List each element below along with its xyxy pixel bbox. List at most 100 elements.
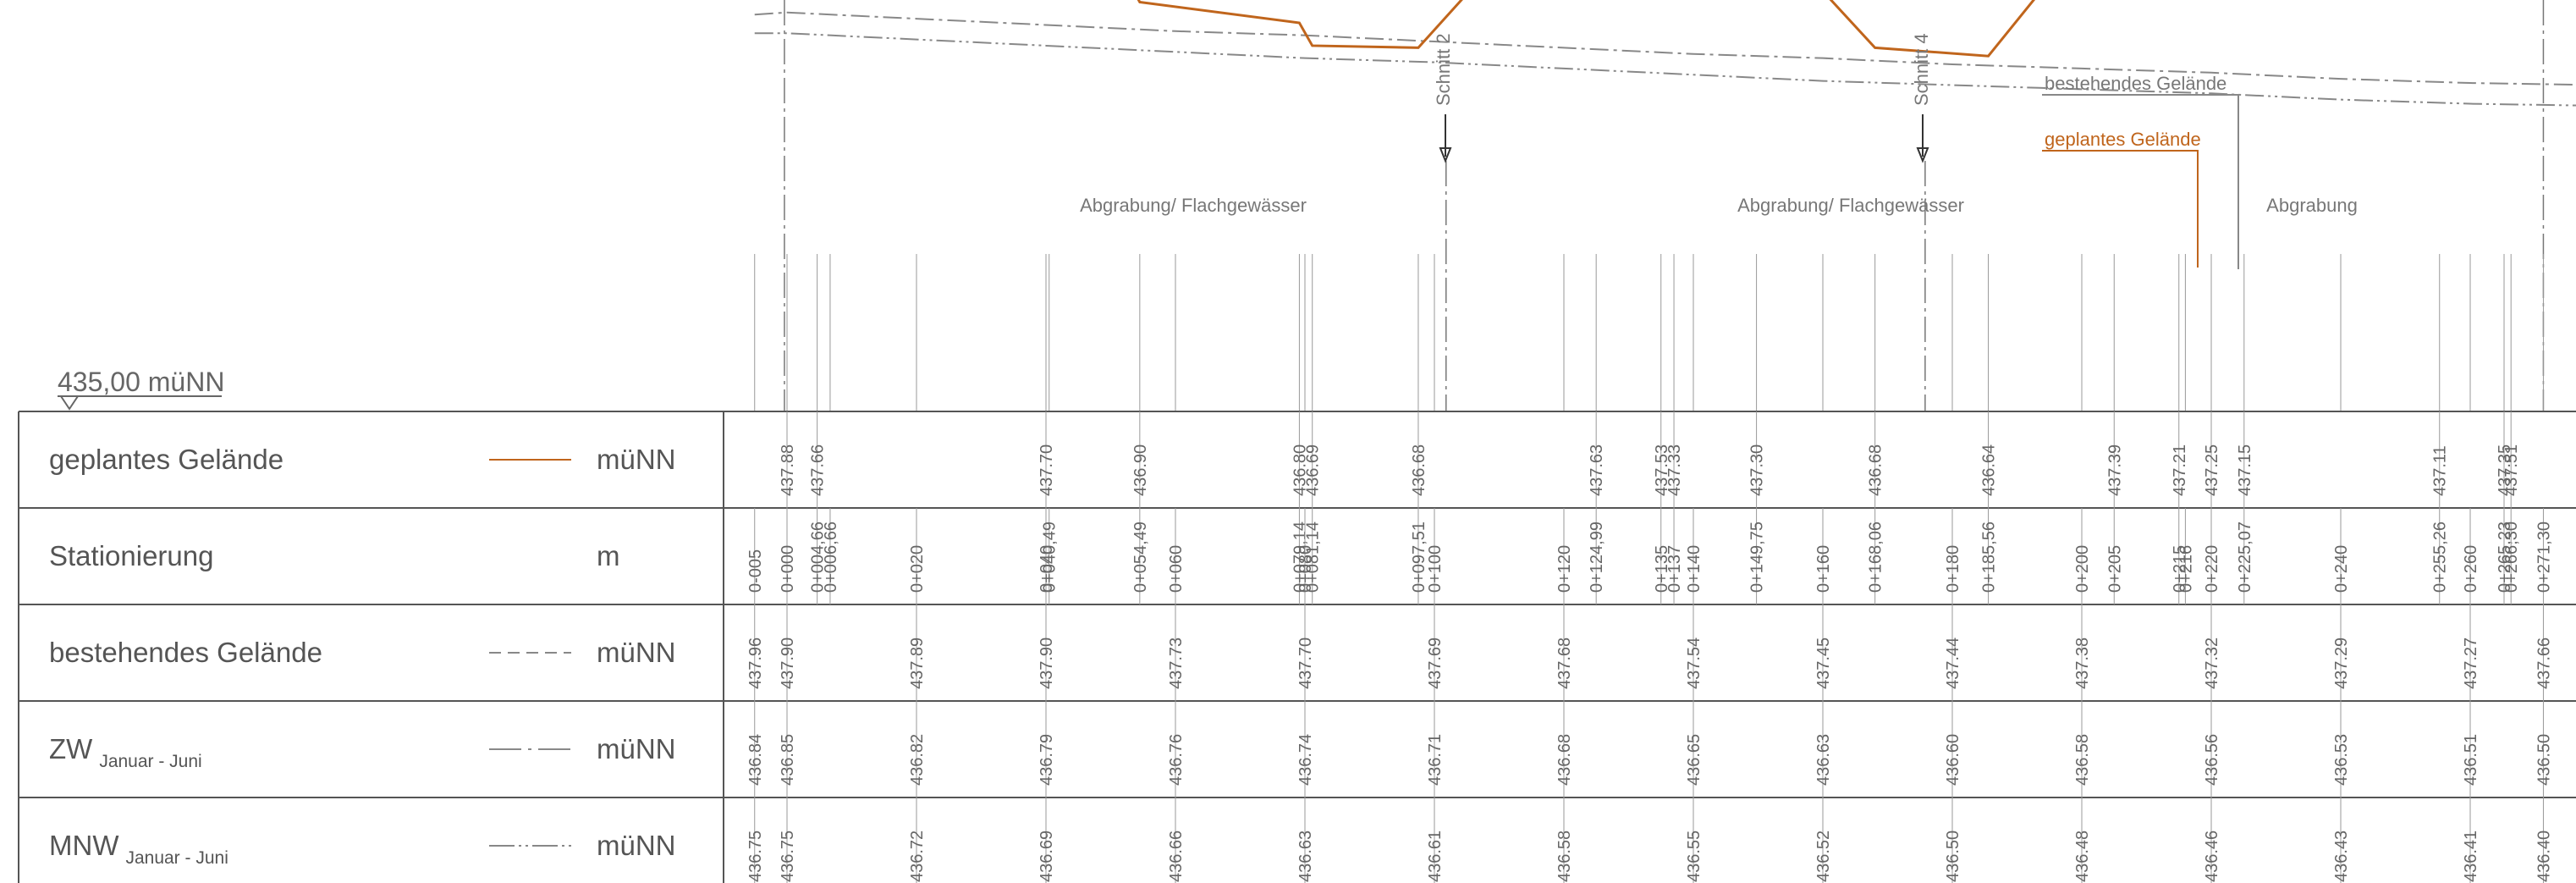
- station-value: 0+168,06: [1867, 522, 1885, 593]
- zw-value: 436.68: [1555, 734, 1574, 786]
- zw-value: 436.76: [1167, 734, 1186, 786]
- station-value: 0+000: [779, 545, 797, 593]
- mnw-value: 436.66: [1167, 831, 1186, 882]
- section-arrow-icon: [1439, 147, 1452, 163]
- section-marker-2: Schnitt 2: [1433, 33, 1454, 163]
- station-value: 0+160: [1814, 545, 1833, 593]
- station-value: 0+140: [1685, 545, 1704, 593]
- station-value: 0+149,75: [1748, 522, 1767, 593]
- existing-value: 437.89: [908, 637, 927, 689]
- zw-value: 436.84: [746, 734, 765, 786]
- station-value: 0+240: [2332, 545, 2351, 593]
- existing-value: 437.68: [1555, 637, 1574, 689]
- station-value: 0+040: [1038, 545, 1056, 593]
- planned-value: 436.64: [1980, 444, 1999, 496]
- existing-value: 437.73: [1167, 637, 1186, 689]
- station-value: 0+135: [1653, 545, 1671, 593]
- station-value: 0+081,14: [1304, 522, 1323, 593]
- station-value: 0+137: [1665, 545, 1684, 593]
- station-value: 0+255,26: [2431, 522, 2450, 593]
- section-4-label: Schnitt 4: [1911, 33, 1932, 106]
- mnw-value: 436.63: [1296, 831, 1315, 882]
- existing-value: 437.69: [1426, 637, 1445, 689]
- legend-existing: bestehendes Gelände: [2042, 73, 2239, 269]
- planned-value: 437.63: [1588, 444, 1606, 496]
- planned-value: 437.35: [2496, 444, 2514, 496]
- planned-value: 437.39: [2105, 444, 2124, 496]
- station-value: 0+265,23: [2496, 522, 2514, 593]
- planned-value: 437.30: [1748, 444, 1767, 496]
- planned-value: 437.33: [1665, 444, 1684, 496]
- planned-value: 436.69: [1304, 444, 1323, 496]
- row-label-bestehend: bestehendes Gelände: [49, 637, 322, 668]
- legend-existing-label: bestehendes Gelände: [2045, 73, 2226, 94]
- station-value: 0+040,49: [1041, 522, 1060, 593]
- region-label-3: Abgrabung: [2266, 195, 2358, 216]
- mnw-water-level-line: [754, 32, 2576, 107]
- row-unit-bestehend: müNN: [597, 637, 676, 668]
- existing-value: 437.54: [1685, 637, 1704, 689]
- station-value: 0+080: [1296, 545, 1315, 593]
- row-unit-zw: müNN: [597, 733, 676, 764]
- station-value: 0+200: [2073, 545, 2092, 593]
- zw-water-level-line: [754, 11, 2576, 86]
- existing-value: 437.27: [2462, 637, 2480, 689]
- planned-value: 437.21: [2171, 444, 2189, 496]
- existing-value: 437.66: [2535, 637, 2553, 689]
- mnw-value: 436.52: [1814, 831, 1833, 882]
- row-label-zw: ZW Januar - Juni: [49, 733, 202, 771]
- section-2-label: Schnitt 2: [1433, 33, 1454, 106]
- existing-value: 437.44: [1944, 637, 1962, 689]
- row-unit-mnw: müNN: [597, 830, 676, 861]
- zw-value: 436.50: [2535, 734, 2553, 786]
- mnw-value: 436.48: [2073, 831, 2092, 882]
- zw-value: 436.56: [2203, 734, 2221, 786]
- zw-value: 436.74: [1296, 734, 1315, 786]
- mnw-value: 436.43: [2332, 831, 2351, 882]
- station-value: 0+271,30: [2535, 522, 2553, 593]
- zw-value: 436.58: [2073, 734, 2092, 786]
- station-value: 0+120: [1555, 545, 1574, 593]
- row-sublabel-zw: Januar - Juni: [99, 752, 201, 771]
- station-value: 0+205: [2105, 545, 2124, 593]
- station-value: 0+020: [908, 545, 927, 593]
- planned-value: 436.68: [1410, 444, 1428, 496]
- region-label-2: Abgrabung/ Flachgewässer: [1737, 195, 1964, 216]
- mnw-value: 436.46: [2203, 831, 2221, 882]
- station-value: 0+266,30: [2502, 522, 2521, 593]
- existing-value: 437.90: [779, 637, 797, 689]
- mnw-value: 436.55: [1685, 831, 1704, 882]
- mnw-value: 436.72: [908, 831, 927, 882]
- existing-value: 437.70: [1296, 637, 1315, 689]
- reference-level-label: 435,00 müNN: [58, 367, 224, 397]
- planned-value: 437.66: [809, 444, 828, 496]
- mnw-value: 436.75: [779, 831, 797, 882]
- planned-value: 437.11: [2431, 445, 2450, 496]
- planned-value: 437.15: [2236, 444, 2254, 496]
- existing-value: 437.45: [1814, 637, 1833, 689]
- existing-value: 437.90: [1038, 637, 1056, 689]
- mnw-value: 436.50: [1944, 831, 1962, 882]
- planned-value: 437.70: [1038, 444, 1056, 496]
- existing-value: 437.32: [2203, 637, 2221, 689]
- section-arrow-icon: [1916, 147, 1929, 163]
- station-value: 0+060: [1167, 545, 1186, 593]
- zw-value: 436.51: [2462, 734, 2480, 786]
- level-triangle-icon: [59, 395, 80, 411]
- zw-value: 436.79: [1038, 734, 1056, 786]
- station-value: 0+215: [2171, 545, 2189, 593]
- planned-value: 437.53: [1653, 444, 1671, 496]
- station-value: 0+180: [1944, 545, 1962, 593]
- zw-value: 436.60: [1944, 734, 1962, 786]
- region-label-1: Abgrabung/ Flachgewässer: [1080, 195, 1307, 216]
- mnw-value: 436.58: [1555, 831, 1574, 882]
- data-band-table: [18, 411, 2576, 883]
- zw-value: 436.85: [779, 734, 797, 786]
- section-marker-4: Schnitt 4: [1911, 33, 1932, 163]
- row-label-geplant: geplantes Gelände: [49, 444, 283, 475]
- station-value: 0+225,07: [2236, 522, 2254, 593]
- station-value: 0+004,66: [809, 522, 828, 593]
- profile-area: [754, 0, 2576, 411]
- row-sublabel-mnw: Januar - Juni: [125, 848, 228, 868]
